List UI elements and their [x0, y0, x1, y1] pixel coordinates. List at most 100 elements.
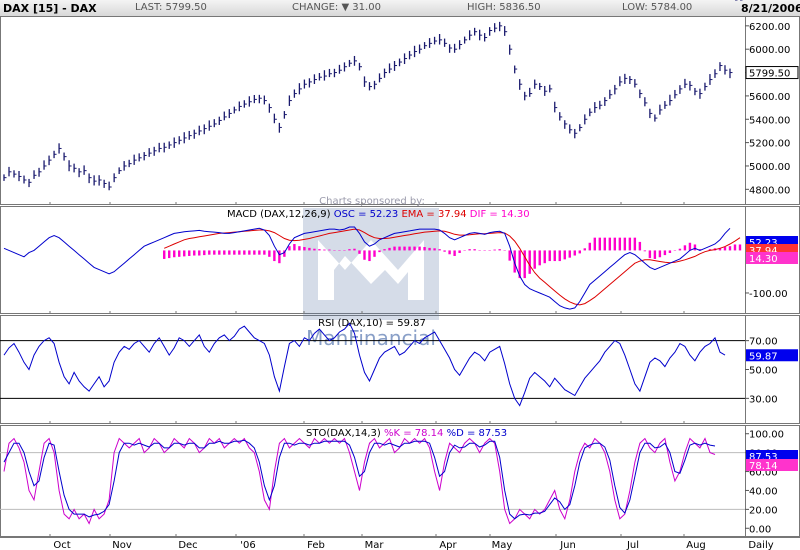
macd-hist-bar	[368, 250, 371, 262]
sto-k-badge-bg	[746, 459, 798, 471]
macd-hist-bar	[723, 247, 727, 251]
xaxis-label: Jul	[626, 540, 639, 550]
sto-d-line	[3, 439, 716, 520]
macd-legend-entry: EMA = 37.94	[401, 209, 469, 220]
macd-hist-bar	[358, 250, 361, 254]
xaxis-label: Feb	[307, 540, 325, 550]
macd-hist-bar	[568, 250, 571, 258]
macd-hist-bar	[438, 249, 441, 251]
price-ytick-label: 5600.00	[749, 92, 790, 103]
sponsor-watermark	[303, 208, 439, 320]
macd-hist-bar	[248, 250, 251, 255]
sto-k-line	[3, 437, 716, 525]
price-panel-frame	[0, 16, 800, 205]
macd-hist-bar	[658, 250, 662, 258]
chart-header: DAX [15] - DAX LAST: 5799.50 CHANGE: ▼ 3…	[0, 0, 800, 17]
xaxis-label: Mar	[365, 540, 385, 550]
watermark-logo-icon	[318, 240, 424, 300]
macd-hist-bar	[348, 249, 351, 251]
macd-osc-line	[3, 226, 731, 310]
macd-hist-bar	[253, 250, 256, 255]
macd-hist-bar	[728, 246, 732, 251]
macd-hist-bar	[688, 242, 692, 251]
price-ytick-label: 5000.00	[749, 162, 790, 173]
macd-hist-bar	[273, 250, 276, 262]
macd-hist-bar	[243, 250, 246, 255]
watermark-logo-box	[303, 208, 439, 320]
price-ytick-label: 5200.00	[749, 139, 790, 150]
sto-title: STO(DAX,14,3) %K = 78.14 %D = 87.53	[306, 428, 507, 439]
macd-hist-bar	[558, 250, 561, 262]
xaxis-label: Dec	[178, 540, 197, 550]
macd-legend-entry: DIF = 14.30	[470, 209, 530, 220]
macd-hist-bar	[653, 250, 657, 259]
macd-hist-bar	[473, 249, 476, 251]
macd-hist-bar	[193, 250, 196, 256]
macd-hist-bar	[668, 250, 672, 253]
macd-hist-bar	[428, 247, 431, 251]
rsi-ytick-label: 50.00	[749, 366, 778, 377]
macd-legend-entry: OSC = 52.23	[334, 209, 402, 220]
watermark-sponsor-text: Charts sponsored by:	[319, 196, 425, 207]
macd-hist-bar	[598, 237, 602, 251]
macd-hist-bar	[693, 244, 697, 251]
macd-ema-line	[164, 228, 741, 306]
macd-title: MACD (DAX,12,26,9) OSC = 52.23 EMA = 37.…	[227, 209, 530, 220]
sto-k-badge-text: 78.14	[749, 461, 778, 472]
macd-ema-badge-text: 37.94	[749, 246, 778, 257]
rsi-badge-text: 59.87	[749, 351, 778, 362]
last-price-badge-text: 5799.50	[749, 69, 790, 80]
rsi-ytick-label: 30.00	[749, 394, 778, 405]
macd-hist-bar	[548, 250, 551, 262]
macd-hist-bar	[638, 241, 642, 251]
xaxis-label: Daily	[748, 540, 773, 550]
macd-hist-bar	[643, 250, 647, 252]
macd-ytick-label: -100.00	[749, 289, 788, 300]
macd-hist-bar	[573, 250, 576, 256]
macd-hist-bar	[173, 250, 176, 258]
macd-hist-bar	[328, 249, 331, 251]
macd-hist-bar	[198, 250, 201, 256]
xaxis-label: May	[492, 540, 513, 550]
macd-hist-bar	[618, 237, 622, 251]
macd-hist-bar	[663, 250, 667, 256]
macd-histogram	[163, 237, 742, 279]
sto-ytick-label: 20.00	[749, 505, 778, 516]
xaxis-label: Aug	[686, 540, 706, 550]
xaxis-label: Jun	[559, 540, 576, 550]
macd-hist-bar	[378, 250, 381, 253]
macd-hist-bar	[708, 249, 712, 251]
macd-hist-bar	[218, 250, 221, 255]
macd-hist-bar	[543, 250, 546, 264]
macd-hist-bar	[373, 250, 376, 257]
price-ytick-label: 6200.00	[749, 22, 790, 33]
macd-hist-bar	[518, 250, 521, 279]
rsi-ytick-label: 70.00	[749, 337, 778, 348]
macd-hist-bar	[608, 237, 612, 251]
macd-hist-bar	[468, 249, 471, 251]
xaxis-label: '06	[240, 540, 255, 550]
macd-hist-bar	[553, 250, 556, 262]
rsi-title: RSI (DAX,10) = 59.87	[318, 318, 426, 329]
sto-d-badge-text: 87.53	[749, 452, 778, 463]
macd-hist-bar	[263, 250, 266, 255]
macd-hist-bar	[423, 247, 426, 251]
macd-hist-bar	[523, 250, 526, 279]
macd-hist-bar	[393, 246, 396, 251]
sto-ytick-label: 60.00	[749, 468, 778, 479]
macd-hist-bar	[413, 246, 416, 251]
macd-hist-bar	[403, 246, 406, 251]
macd-hist-bar	[163, 250, 166, 259]
change-value: CHANGE: ▼ 31.00	[292, 2, 381, 13]
macd-hist-bar	[418, 246, 421, 251]
macd-hist-bar	[633, 237, 637, 251]
macd-legend-entry: MACD (DAX,12,26,9)	[227, 209, 334, 220]
last-price: LAST: 5799.50	[135, 2, 207, 13]
macd-dif-badge-text: 14.30	[749, 254, 778, 265]
rsi-badge-bg	[746, 349, 798, 362]
macd-hist-bar	[283, 250, 286, 257]
macd-hist-bar	[678, 248, 682, 251]
macd-hist-bar	[228, 250, 231, 255]
macd-hist-bar	[588, 242, 591, 251]
